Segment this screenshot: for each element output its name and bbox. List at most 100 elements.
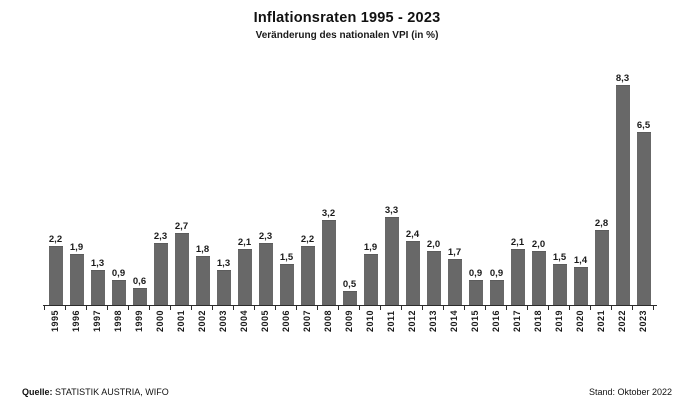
- bar-2018: [531, 251, 546, 305]
- bar-group-2011: 3,3: [381, 55, 402, 305]
- bar-value-label: 2,0: [531, 238, 546, 250]
- bar-value-label: 0,5: [342, 278, 357, 290]
- bar-group-2000: 2,3: [150, 55, 171, 305]
- bar-2009: [342, 291, 357, 305]
- bar-value-label: 1,7: [447, 246, 462, 258]
- x-axis-tick: [611, 305, 612, 310]
- x-axis-tick: [548, 305, 549, 310]
- bar-value-label: 1,9: [363, 241, 378, 253]
- status-date: Stand: Oktober 2022: [588, 387, 672, 397]
- bar-value-label: 1,8: [195, 243, 210, 255]
- x-axis-label-1999: 1999: [134, 310, 144, 333]
- bar-2023: [636, 132, 651, 305]
- bar-group-1997: 1,3: [87, 55, 108, 305]
- bar-group-2016: 0,9: [486, 55, 507, 305]
- bar-2008: [321, 220, 336, 305]
- x-axis-label-1997: 1997: [92, 310, 102, 333]
- x-axis-tick: [107, 305, 108, 310]
- bar-value-label: 2,8: [594, 217, 609, 229]
- x-axis-tick: [317, 305, 318, 310]
- x-axis-tick: [233, 305, 234, 310]
- bar-value-label: 8,3: [615, 72, 630, 84]
- bar-group-1995: 2,2: [45, 55, 66, 305]
- bar-2013: [426, 251, 441, 305]
- bar-group-1996: 1,9: [66, 55, 87, 305]
- bar-value-label: 3,2: [321, 207, 336, 219]
- bar-1999: [132, 288, 147, 305]
- bar-2017: [510, 249, 525, 305]
- bar-group-2020: 1,4: [570, 55, 591, 305]
- bar-value-label: 1,9: [69, 241, 84, 253]
- source-label: Quelle:: [22, 387, 53, 397]
- bar-value-label: 0,9: [111, 267, 126, 279]
- x-axis-tick: [422, 305, 423, 310]
- x-axis-tick: [632, 305, 633, 310]
- bar-value-label: 2,2: [48, 233, 63, 245]
- bar-group-1998: 0,9: [108, 55, 129, 305]
- bar-2000: [153, 243, 168, 305]
- bar-2004: [237, 249, 252, 305]
- bar-group-2010: 1,9: [360, 55, 381, 305]
- bar-1997: [90, 270, 105, 305]
- bar-value-label: 2,2: [300, 233, 315, 245]
- x-axis-label-2012: 2012: [407, 310, 417, 333]
- x-axis-tick: [86, 305, 87, 310]
- x-axis-label-2001: 2001: [176, 310, 186, 333]
- bar-2001: [174, 233, 189, 305]
- bar-value-label: 2,4: [405, 228, 420, 240]
- x-axis-label-2017: 2017: [512, 310, 522, 333]
- bar-2007: [300, 246, 315, 305]
- bar-group-2006: 1,5: [276, 55, 297, 305]
- x-axis-tick: [65, 305, 66, 310]
- bar-group-2012: 2,4: [402, 55, 423, 305]
- bar-value-label: 3,3: [384, 204, 399, 216]
- x-axis-tick: [170, 305, 171, 310]
- bar-group-2004: 2,1: [234, 55, 255, 305]
- bar-2022: [615, 85, 630, 305]
- bar-group-2021: 2,8: [591, 55, 612, 305]
- x-axis-label-2015: 2015: [470, 310, 480, 333]
- x-axis-label-2020: 2020: [575, 310, 585, 333]
- bar-value-label: 1,4: [573, 254, 588, 266]
- bar-group-2015: 0,9: [465, 55, 486, 305]
- x-axis-tick: [275, 305, 276, 310]
- bar-value-label: 2,0: [426, 238, 441, 250]
- bar-2014: [447, 259, 462, 305]
- x-axis-label-2023: 2023: [638, 310, 648, 333]
- x-axis-tick: [338, 305, 339, 310]
- x-axis-tick: [506, 305, 507, 310]
- bar-group-2003: 1,3: [213, 55, 234, 305]
- x-axis-tick: [485, 305, 486, 310]
- bar-group-2001: 2,7: [171, 55, 192, 305]
- bar-group-2018: 2,0: [528, 55, 549, 305]
- bar-2021: [594, 230, 609, 305]
- x-axis-tick: [149, 305, 150, 310]
- bar-2015: [468, 280, 483, 305]
- x-axis-tick: [128, 305, 129, 310]
- bar-group-2023: 6,5: [633, 55, 654, 305]
- bar-value-label: 0,6: [132, 275, 147, 287]
- x-axis-tick: [359, 305, 360, 310]
- x-axis-labels: 1995 1996 1997 1998 1999 2000 2001 2002 2003 2004…: [45, 310, 654, 332]
- x-axis-label-2021: 2021: [596, 310, 606, 333]
- bar-2011: [384, 217, 399, 305]
- bar-value-label: 2,1: [237, 236, 252, 248]
- source-note: Quelle: STATISTIK AUSTRIA, WIFO: [22, 387, 169, 397]
- bar-group-2014: 1,7: [444, 55, 465, 305]
- x-axis-tick: [296, 305, 297, 310]
- x-axis-tick: [527, 305, 528, 310]
- x-axis-tick: [653, 305, 654, 310]
- bar-value-label: 6,5: [636, 119, 651, 131]
- x-axis-tick: [254, 305, 255, 310]
- x-axis-tick: [191, 305, 192, 310]
- bar-value-label: 1,3: [216, 257, 231, 269]
- bar-value-label: 2,3: [153, 230, 168, 242]
- bar-1998: [111, 280, 126, 305]
- bar-2020: [573, 267, 588, 305]
- bar-2012: [405, 241, 420, 305]
- x-axis-tick: [401, 305, 402, 310]
- x-axis-label-2000: 2000: [155, 310, 165, 333]
- x-axis-label-2022: 2022: [617, 310, 627, 333]
- bar-group-2017: 2,1: [507, 55, 528, 305]
